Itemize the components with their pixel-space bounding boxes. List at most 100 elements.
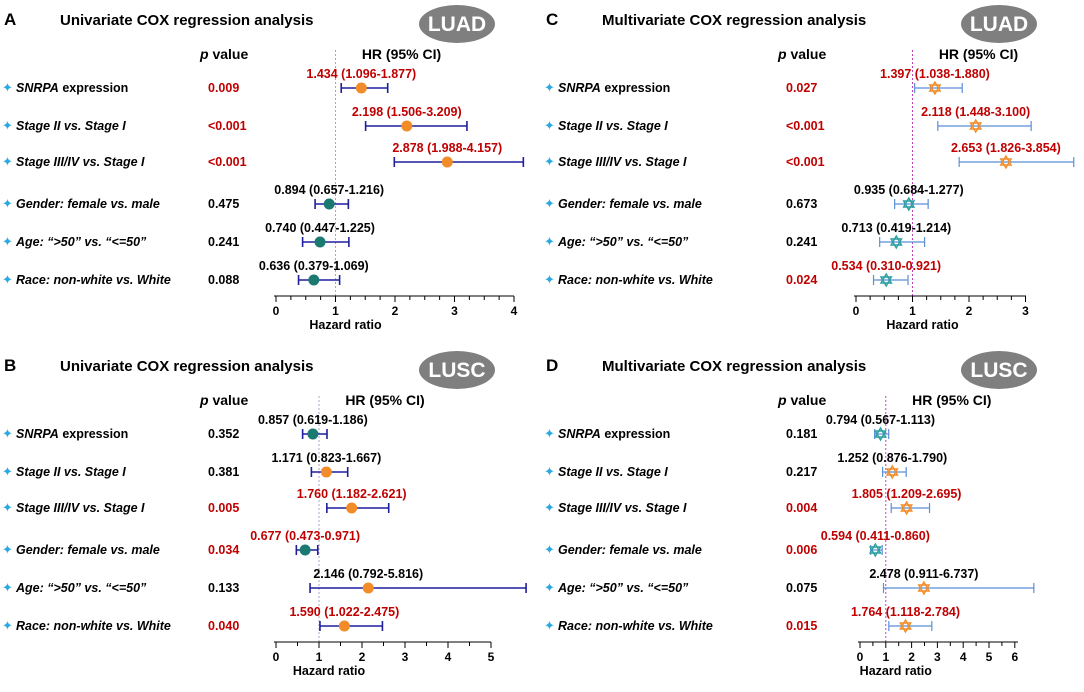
row-label: Stage III/IV vs. Stage I bbox=[558, 501, 687, 515]
x-axis: 0 1 2 3 4 5 6 bbox=[857, 641, 1018, 664]
x-tick-label: 1 bbox=[316, 650, 323, 664]
hr-label: 1.252 (0.876-1.790) bbox=[837, 451, 947, 465]
p-value: 0.034 bbox=[208, 543, 239, 557]
hr-point bbox=[355, 82, 367, 94]
row-label: Stage II vs. Stage I bbox=[16, 465, 126, 479]
row-label: Race: non-white vs. White bbox=[558, 619, 713, 633]
row-label: Stage III/IV vs. Stage I bbox=[558, 155, 687, 169]
hr-label: 0.894 (0.657-1.216) bbox=[274, 183, 384, 197]
hr-label: 0.713 (0.419-1.214) bbox=[841, 221, 951, 235]
badge-label: LUSC bbox=[970, 359, 1027, 382]
row-bullet-icon: ✦ bbox=[2, 196, 13, 211]
panel-title: Univariate COX regression analysis bbox=[60, 12, 313, 29]
ci-whisker bbox=[882, 467, 907, 477]
ci-whisker bbox=[882, 583, 1035, 593]
hr-header: HR (95% CI) bbox=[939, 46, 1018, 62]
ci-whisker bbox=[309, 583, 527, 593]
x-axis: 0 1 2 3 4 bbox=[273, 295, 518, 318]
hr-point bbox=[868, 542, 882, 558]
x-tick-label: 2 bbox=[966, 304, 973, 318]
hr-label: 1.434 (1.096-1.877) bbox=[306, 67, 416, 81]
row-label: Race: non-white vs. White bbox=[16, 273, 171, 287]
panel-letter: C bbox=[546, 10, 558, 29]
row-label: Gender: female vs. male bbox=[558, 543, 702, 557]
hr-point bbox=[362, 582, 374, 594]
x-tick-label: 3 bbox=[451, 304, 458, 318]
hr-point bbox=[902, 196, 916, 212]
ci-whisker bbox=[894, 199, 929, 209]
forest-plot-a: A Univariate COX regression analysis LUAD p… bbox=[2, 5, 525, 332]
row-bullet-icon: ✦ bbox=[544, 118, 555, 133]
hr-label: 2.478 (0.911-6.737) bbox=[869, 567, 978, 581]
row-label: Age: “>50” vs. “<=50” bbox=[557, 581, 689, 595]
ci-whisker bbox=[393, 157, 525, 167]
pvalue-header: p value bbox=[777, 392, 826, 408]
row-bullet-icon: ✦ bbox=[2, 154, 13, 169]
row-label: Race: non-white vs. White bbox=[16, 619, 171, 633]
hr-label: 0.677 (0.473-0.971) bbox=[250, 529, 360, 543]
x-tick-label: 4 bbox=[511, 304, 518, 318]
panel-a: A Univariate COX regression analysis LUAD p… bbox=[0, 0, 542, 346]
p-value: <0.001 bbox=[786, 119, 825, 133]
row-label: SNRPA expression bbox=[16, 81, 128, 95]
hr-label: 1.590 (1.022-2.475) bbox=[289, 605, 399, 619]
hr-label: 0.594 (0.411-0.860) bbox=[821, 529, 930, 543]
x-tick-label: 6 bbox=[1011, 650, 1018, 664]
x-tick-label: 5 bbox=[488, 650, 495, 664]
row-bullet-icon: ✦ bbox=[2, 464, 13, 479]
hr-point bbox=[885, 464, 899, 480]
row-bullet-icon: ✦ bbox=[2, 234, 13, 249]
x-tick-label: 0 bbox=[853, 304, 860, 318]
x-tick-label: 3 bbox=[934, 650, 941, 664]
row-label: Stage III/IV vs. Stage I bbox=[16, 501, 145, 515]
x-axis-label: Hazard ratio bbox=[309, 318, 382, 332]
hr-label: 1.764 (1.118-2.784) bbox=[851, 605, 960, 619]
ci-whisker bbox=[888, 621, 933, 631]
x-tick-label: 2 bbox=[908, 650, 915, 664]
hr-label: 0.935 (0.684-1.277) bbox=[854, 183, 964, 197]
forest-plot-c: C Multivariate COX regression analysis LUA… bbox=[544, 5, 1075, 332]
hr-label: 2.198 (1.506-3.209) bbox=[352, 105, 462, 119]
hr-label: 0.857 (0.619-1.186) bbox=[258, 413, 368, 427]
p-value: <0.001 bbox=[208, 119, 247, 133]
row-label: SNRPA expression bbox=[558, 81, 670, 95]
hr-label: 1.805 (1.209-2.695) bbox=[852, 487, 962, 501]
row-bullet-icon: ✦ bbox=[544, 80, 555, 95]
hr-label: 0.636 (0.379-1.069) bbox=[259, 259, 369, 273]
panel-letter: B bbox=[4, 356, 16, 375]
ci-whisker bbox=[958, 157, 1075, 167]
p-value: 0.005 bbox=[208, 501, 239, 515]
panel-d: D Multivariate COX regression analysis LUS… bbox=[542, 346, 1084, 692]
row-label: Gender: female vs. male bbox=[16, 197, 160, 211]
p-value: <0.001 bbox=[208, 155, 247, 169]
ci-whisker bbox=[879, 237, 926, 247]
forest-plot-b: B Univariate COX regression analysis LUSC p… bbox=[2, 351, 527, 678]
p-value: 0.015 bbox=[786, 619, 817, 633]
hr-header: HR (95% CI) bbox=[912, 392, 991, 408]
row-label: Stage III/IV vs. Stage I bbox=[16, 155, 145, 169]
hr-point bbox=[969, 118, 983, 134]
hr-label: 1.760 (1.182-2.621) bbox=[297, 487, 407, 501]
p-value: 0.088 bbox=[208, 273, 239, 287]
pvalue-header: p value bbox=[777, 46, 826, 62]
ci-whisker bbox=[937, 121, 1032, 131]
hr-point bbox=[999, 154, 1013, 170]
x-axis-label: Hazard ratio bbox=[860, 664, 933, 678]
hr-label: 0.740 (0.447-1.225) bbox=[265, 221, 375, 235]
cohort-badge: LUSC bbox=[961, 351, 1037, 389]
row-bullet-icon: ✦ bbox=[2, 542, 13, 557]
hr-point bbox=[307, 428, 319, 440]
x-axis: 0 1 2 3 4 5 bbox=[273, 641, 495, 664]
x-tick-label: 2 bbox=[359, 650, 366, 664]
hr-point bbox=[320, 466, 332, 478]
p-value: 0.027 bbox=[786, 81, 817, 95]
forest-plot-d: D Multivariate COX regression analysis LUS… bbox=[544, 351, 1037, 678]
row-label: Gender: female vs. male bbox=[16, 543, 160, 557]
row-label: Stage II vs. Stage I bbox=[558, 119, 668, 133]
x-tick-label: 0 bbox=[273, 650, 280, 664]
x-tick-label: 4 bbox=[445, 650, 452, 664]
badge-label: LUAD bbox=[428, 13, 486, 36]
x-tick-label: 1 bbox=[909, 304, 916, 318]
x-axis-label: Hazard ratio bbox=[293, 664, 366, 678]
p-value: 0.133 bbox=[208, 581, 239, 595]
